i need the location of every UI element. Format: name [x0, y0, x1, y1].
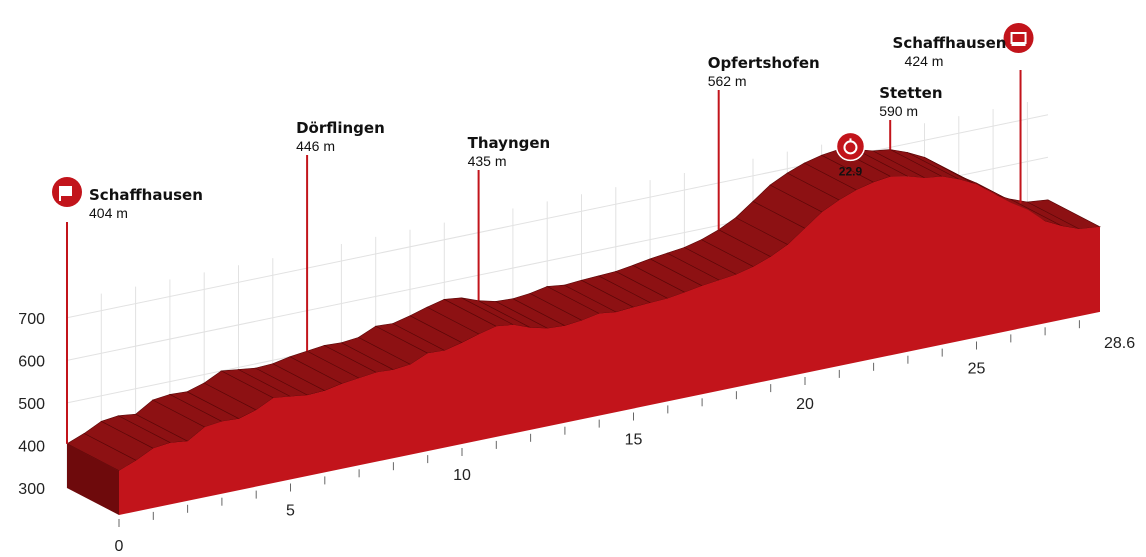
stopwatch-icon	[835, 131, 866, 162]
x-tick-label: 10	[453, 467, 471, 484]
waypoint-altitude: 590 m	[879, 103, 918, 119]
waypoint-name: Stetten	[879, 84, 942, 102]
waypoint-name: Schaffhausen	[89, 186, 203, 204]
waypoint-name: Thayngen	[468, 134, 551, 152]
x-tick-label: 5	[286, 502, 295, 519]
waypoint-name: Opfertshofen	[708, 54, 820, 72]
x-axis: 0 5 10 15 20 25 28.6	[115, 320, 1135, 555]
waypoint-name: Schaffhausen	[893, 34, 1007, 52]
y-tick-label: 700	[18, 311, 45, 328]
start-flag-icon	[52, 177, 82, 207]
x-tick-label: 20	[796, 396, 814, 413]
annotations: 22.9	[835, 131, 866, 178]
waypoint-altitude: 404 m	[89, 205, 128, 221]
grid-horizontal	[66, 114, 1049, 319]
x-tick-label: 15	[625, 431, 643, 448]
profile-front	[119, 176, 1100, 515]
y-tick-label: 600	[18, 353, 45, 370]
profile-side	[67, 443, 119, 515]
waypoint-altitude: 562 m	[708, 73, 747, 89]
x-tick-label: 0	[115, 538, 124, 555]
x-tick-label: 25	[968, 360, 986, 377]
waypoint-altitude: 424 m	[905, 53, 944, 69]
y-axis: 300 400 500 600 700	[18, 311, 45, 498]
x-tick-label: 28.6	[1104, 335, 1135, 352]
y-tick-label: 500	[18, 396, 45, 413]
y-tick-label: 300	[18, 481, 45, 498]
finish-line-icon	[1003, 23, 1034, 53]
annotation-label: 22.9	[839, 164, 863, 178]
waypoint-altitude: 446 m	[296, 138, 335, 154]
waypoint-name: Dörflingen	[296, 119, 385, 137]
y-tick-label: 400	[18, 438, 45, 455]
profile-area	[66, 149, 1102, 515]
waypoint-altitude: 435 m	[468, 153, 507, 169]
